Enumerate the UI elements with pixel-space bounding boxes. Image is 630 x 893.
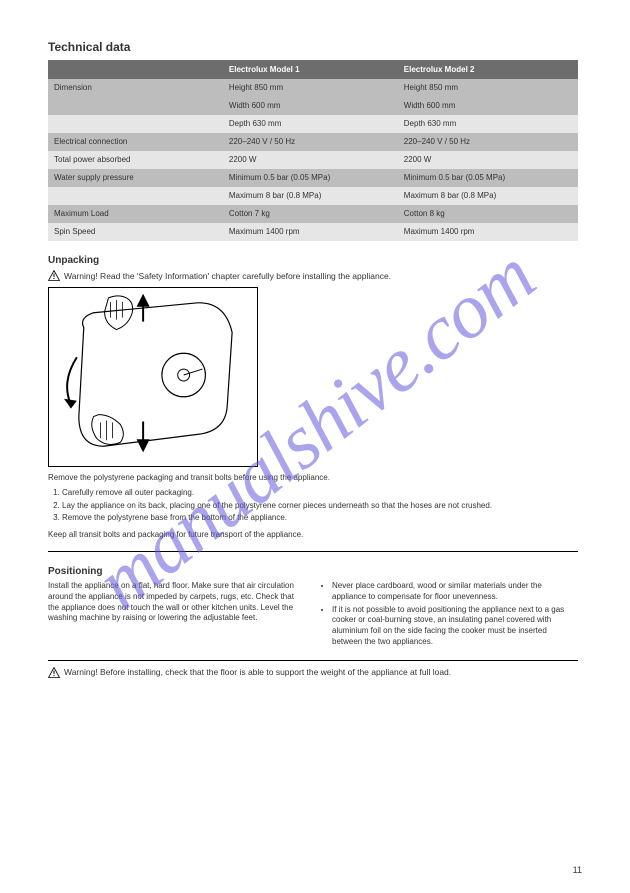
table-cell: 2200 W bbox=[223, 151, 398, 169]
divider bbox=[48, 660, 578, 661]
unpacking-warning-text: Warning! Read the 'Safety Information' c… bbox=[64, 271, 391, 281]
tech-data-table: Electrolux Model 1 Electrolux Model 2 Di… bbox=[48, 60, 578, 241]
table-header-cell: Electrolux Model 2 bbox=[398, 60, 578, 79]
page-number: 11 bbox=[573, 865, 582, 875]
table-row: DimensionHeight 850 mmHeight 850 mm bbox=[48, 79, 578, 97]
unpacking-warning: Warning! Read the 'Safety Information' c… bbox=[48, 270, 578, 281]
warning-icon bbox=[48, 667, 60, 678]
table-row: Width 600 mmWidth 600 mm bbox=[48, 97, 578, 115]
table-cell: Total power absorbed bbox=[48, 151, 223, 169]
table-cell: Depth 630 mm bbox=[398, 115, 578, 133]
unpacking-heading: Unpacking bbox=[48, 255, 578, 266]
table-cell: Maximum Load bbox=[48, 205, 223, 223]
positioning-columns: Install the appliance on a flat, hard fl… bbox=[48, 581, 578, 650]
positioning-warning: Warning! Before installing, check that t… bbox=[48, 667, 578, 678]
step-item: Lay the appliance on its back, placing o… bbox=[62, 501, 578, 512]
table-cell: 220–240 V / 50 Hz bbox=[398, 133, 578, 151]
table-row: Maximum LoadCotton 7 kgCotton 8 kg bbox=[48, 205, 578, 223]
table-cell bbox=[48, 97, 223, 115]
section-heading: Technical data bbox=[48, 40, 578, 54]
table-row: Electrical connection220–240 V / 50 Hz22… bbox=[48, 133, 578, 151]
table-cell: Maximum 8 bar (0.8 MPa) bbox=[223, 187, 398, 205]
table-cell: Electrical connection bbox=[48, 133, 223, 151]
table-cell: Maximum 1400 rpm bbox=[223, 223, 398, 241]
step-item: Carefully remove all outer packaging. bbox=[62, 488, 578, 499]
table-cell: Dimension bbox=[48, 79, 223, 97]
table-header-cell: Electrolux Model 1 bbox=[223, 60, 398, 79]
bullet-item: If it is not possible to avoid positioni… bbox=[332, 605, 578, 648]
unpacking-illustration bbox=[48, 287, 258, 467]
table-cell: Height 850 mm bbox=[398, 79, 578, 97]
table-cell: 220–240 V / 50 Hz bbox=[223, 133, 398, 151]
table-cell: Maximum 1400 rpm bbox=[398, 223, 578, 241]
bullet-item: Never place cardboard, wood or similar m… bbox=[332, 581, 578, 603]
table-cell: Height 850 mm bbox=[223, 79, 398, 97]
unpacking-note: Keep all transit bolts and packaging for… bbox=[48, 530, 578, 541]
divider bbox=[48, 551, 578, 552]
warning-icon bbox=[48, 270, 60, 281]
table-cell bbox=[48, 115, 223, 133]
positioning-left-text: Install the appliance on a flat, hard fl… bbox=[48, 581, 294, 622]
table-header-cell bbox=[48, 60, 223, 79]
table-cell: 2200 W bbox=[398, 151, 578, 169]
table-cell: Cotton 8 kg bbox=[398, 205, 578, 223]
table-cell: Maximum 8 bar (0.8 MPa) bbox=[398, 187, 578, 205]
positioning-bullets: Never place cardboard, wood or similar m… bbox=[322, 581, 578, 648]
table-row: Maximum 8 bar (0.8 MPa)Maximum 8 bar (0.… bbox=[48, 187, 578, 205]
positioning-warning-text: Warning! Before installing, check that t… bbox=[64, 667, 451, 677]
table-cell: Width 600 mm bbox=[223, 97, 398, 115]
table-cell: Spin Speed bbox=[48, 223, 223, 241]
table-cell bbox=[48, 187, 223, 205]
table-cell: Width 600 mm bbox=[398, 97, 578, 115]
table-row: Depth 630 mmDepth 630 mm bbox=[48, 115, 578, 133]
table-cell: Depth 630 mm bbox=[223, 115, 398, 133]
positioning-heading: Positioning bbox=[48, 566, 578, 577]
table-cell: Water supply pressure bbox=[48, 169, 223, 187]
table-row: Water supply pressureMinimum 0.5 bar (0.… bbox=[48, 169, 578, 187]
unpacking-caption: Remove the polystyrene packaging and tra… bbox=[48, 473, 578, 484]
step-item: Remove the polystyrene base from the bot… bbox=[62, 513, 578, 524]
table-row: Total power absorbed2200 W2200 W bbox=[48, 151, 578, 169]
page-content: Technical data Electrolux Model 1 Electr… bbox=[48, 40, 578, 684]
unpacking-steps: Carefully remove all outer packaging. Lay… bbox=[48, 488, 578, 524]
table-cell: Minimum 0.5 bar (0.05 MPa) bbox=[223, 169, 398, 187]
table-header-row: Electrolux Model 1 Electrolux Model 2 bbox=[48, 60, 578, 79]
table-cell: Minimum 0.5 bar (0.05 MPa) bbox=[398, 169, 578, 187]
table-cell: Cotton 7 kg bbox=[223, 205, 398, 223]
table-row: Spin SpeedMaximum 1400 rpmMaximum 1400 r… bbox=[48, 223, 578, 241]
